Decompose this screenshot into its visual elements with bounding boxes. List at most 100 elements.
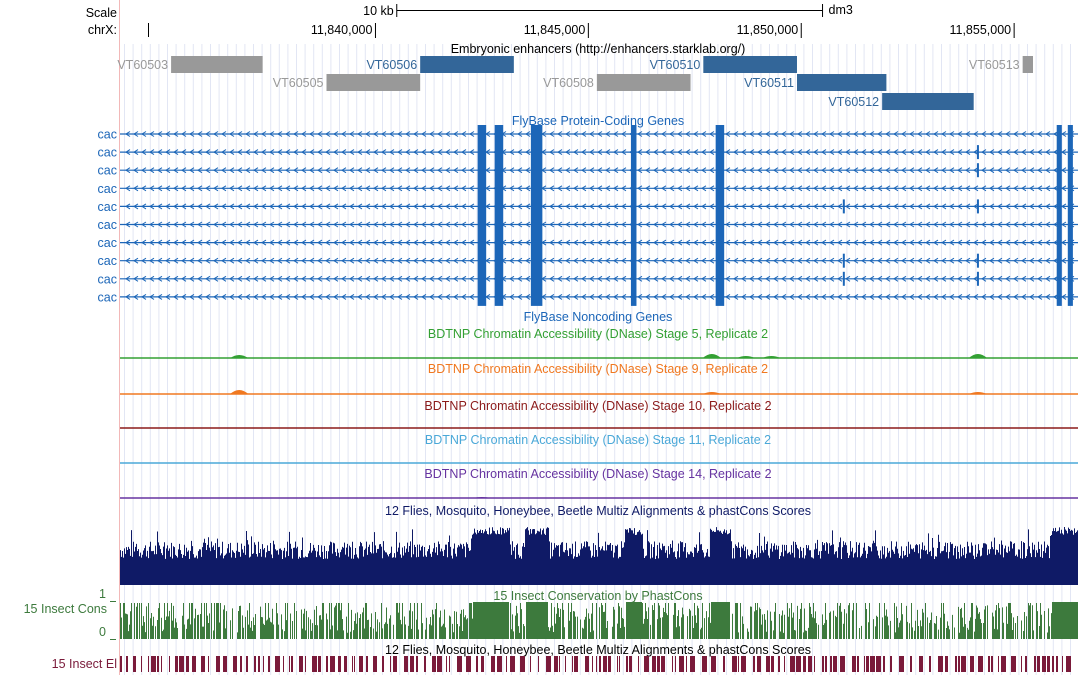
insect-el-block[interactable] <box>520 656 525 672</box>
enhancer-block[interactable] <box>882 93 974 110</box>
insect-el-block[interactable] <box>596 656 597 672</box>
insect-el-block[interactable] <box>945 656 948 672</box>
insect-el-block[interactable] <box>246 656 248 672</box>
insect-el-block[interactable] <box>1034 656 1036 672</box>
insect-el-block[interactable] <box>603 656 607 672</box>
insect-el-block[interactable] <box>133 656 136 672</box>
enhancer-block[interactable] <box>1022 56 1033 73</box>
insect-el-block[interactable] <box>393 656 397 672</box>
alt-exon[interactable] <box>842 199 845 214</box>
insect-el-block[interactable] <box>565 656 566 672</box>
insect-el-block[interactable] <box>1052 656 1054 672</box>
insect-cons-label[interactable]: 15 Insect Cons <box>24 602 107 616</box>
insect-el-title[interactable]: 12 Flies, Mosquito, Honeybee, Beetle Mul… <box>385 643 811 657</box>
noncoding-track-title[interactable]: FlyBase Noncoding Genes <box>524 310 673 324</box>
gene-row-label[interactable]: cac <box>98 218 117 232</box>
insect-el-block[interactable] <box>857 656 859 672</box>
insect-el-block[interactable] <box>424 656 426 672</box>
multiz-track-title[interactable]: 12 Flies, Mosquito, Honeybee, Beetle Mul… <box>385 504 811 518</box>
insect-el-block[interactable] <box>661 656 665 672</box>
insect-el-block[interactable] <box>449 656 450 672</box>
insect-el-block[interactable] <box>1062 656 1063 672</box>
insect-el-block[interactable] <box>638 656 639 672</box>
insect-el-block[interactable] <box>574 656 578 672</box>
multiz-bars[interactable] <box>120 527 1078 585</box>
dnase-peak[interactable] <box>230 390 249 394</box>
insect-el-block[interactable] <box>352 656 353 672</box>
insect-el-block[interactable] <box>938 656 943 672</box>
insect-el-block[interactable] <box>784 656 785 672</box>
insect-el-block[interactable] <box>497 656 502 672</box>
insect-el-block[interactable] <box>1066 656 1071 672</box>
insect-el-block[interactable] <box>723 656 725 672</box>
insect-el-block[interactable] <box>803 656 806 672</box>
insect-el-block[interactable] <box>126 656 128 672</box>
insect-el-block[interactable] <box>830 656 832 672</box>
insect-el-block[interactable] <box>268 656 270 672</box>
insect-el-block[interactable] <box>546 656 551 672</box>
gene-row-label[interactable]: cac <box>98 236 117 250</box>
enhancer-name[interactable]: VT60503 <box>117 58 168 72</box>
insect-el-block[interactable] <box>899 656 904 672</box>
alt-exon[interactable] <box>976 199 979 214</box>
insect-el-block[interactable] <box>883 656 885 672</box>
dnase-track-title[interactable]: BDTNP Chromatin Accessibility (DNase) St… <box>424 399 771 413</box>
insect-el-block[interactable] <box>876 656 881 672</box>
insect-el-block[interactable] <box>404 656 408 672</box>
insect-el-block[interactable] <box>299 656 303 672</box>
dnase-track-title[interactable]: BDTNP Chromatin Accessibility (DNase) St… <box>428 327 768 341</box>
insect-el-block[interactable] <box>366 656 368 672</box>
insect-el-block[interactable] <box>657 656 660 672</box>
genes-track-title[interactable]: FlyBase Protein-Coding Genes <box>512 114 684 128</box>
dnase-peak[interactable] <box>736 356 755 358</box>
enhancer-block[interactable] <box>326 74 421 91</box>
insect-el-block[interactable] <box>416 656 418 672</box>
insect-el-block[interactable] <box>1042 656 1046 672</box>
insect-el-block[interactable] <box>991 656 993 672</box>
insect-el-block[interactable] <box>476 656 478 672</box>
insect-el-block[interactable] <box>330 656 335 672</box>
dnase-track-title[interactable]: BDTNP Chromatin Accessibility (DNase) St… <box>425 433 771 447</box>
insect-el-block[interactable] <box>326 656 328 672</box>
insect-el-block[interactable] <box>686 656 687 672</box>
dnase-track-title[interactable]: BDTNP Chromatin Accessibility (DNase) St… <box>424 467 771 481</box>
insect-el-block[interactable] <box>808 656 812 672</box>
exon-block[interactable] <box>715 125 725 306</box>
insect-el-block[interactable] <box>390 656 391 672</box>
insect-el-block[interactable] <box>970 656 974 672</box>
insect-el-block[interactable] <box>978 656 983 672</box>
insect-el-blocks[interactable] <box>120 656 1071 672</box>
insect-el-block[interactable] <box>626 656 628 672</box>
insect-el-block[interactable] <box>702 656 707 672</box>
multiz-wiggle[interactable] <box>120 527 1078 585</box>
dnase-peak[interactable] <box>702 354 721 358</box>
insect-el-block[interactable] <box>1001 656 1006 672</box>
insect-el-block[interactable] <box>864 656 865 672</box>
alt-exon[interactable] <box>976 163 979 178</box>
insect-el-block[interactable] <box>359 656 363 672</box>
insect-el-block[interactable] <box>617 656 618 672</box>
insect-el-block[interactable] <box>629 656 632 672</box>
insect-el-block[interactable] <box>510 656 515 672</box>
dnase-peak[interactable] <box>230 355 249 358</box>
gene-row-label[interactable]: cac <box>98 146 117 160</box>
insect-el-block[interactable] <box>822 656 824 672</box>
insect-el-block[interactable] <box>644 656 649 672</box>
insect-el-block[interactable] <box>675 656 676 672</box>
insect-el-block[interactable] <box>538 656 539 672</box>
enhancer-name[interactable]: VT60511 <box>744 76 794 90</box>
insect-el-block[interactable] <box>619 656 620 672</box>
insect-el-block[interactable] <box>910 656 912 672</box>
gene-row-label[interactable]: cac <box>98 182 117 196</box>
alt-exon[interactable] <box>842 253 845 268</box>
insect-el-block[interactable] <box>1037 656 1040 672</box>
insect-el-block[interactable] <box>312 656 317 672</box>
insect-el-block[interactable] <box>825 656 827 672</box>
insect-el-block[interactable] <box>852 656 856 672</box>
dnase-peak[interactable] <box>762 356 781 358</box>
enhancer-block[interactable] <box>596 74 691 91</box>
insect-el-block[interactable] <box>814 656 815 672</box>
insect-el-block[interactable] <box>354 656 355 672</box>
insect-el-block[interactable] <box>833 656 837 672</box>
insect-el-block[interactable] <box>157 656 159 672</box>
